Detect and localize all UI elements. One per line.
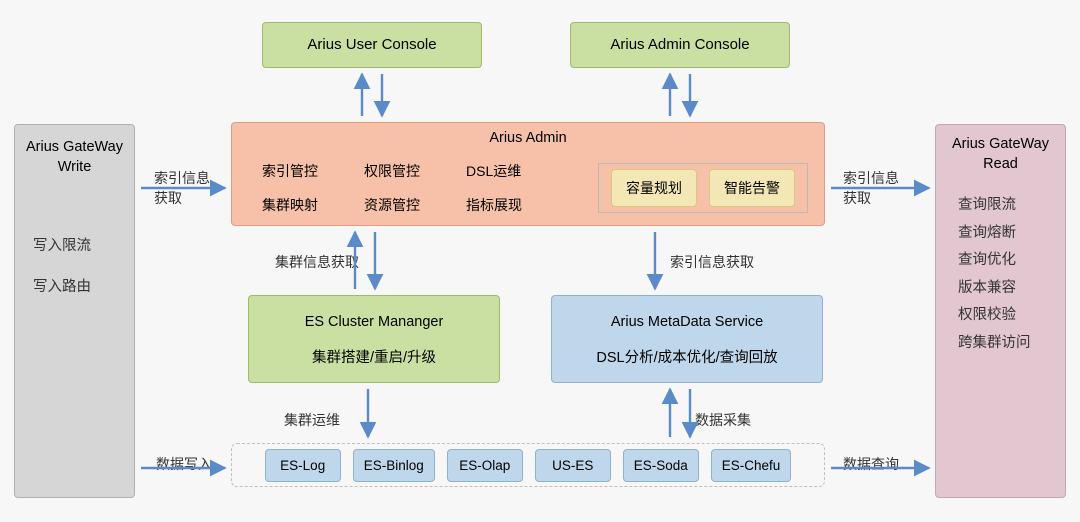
gateway-write-title: Arius GateWayWrite bbox=[15, 137, 134, 178]
es-cluster-box: ES-Log ES-Binlog ES-Olap US-ES ES-Soda E… bbox=[231, 443, 825, 487]
es-node: ES-Soda bbox=[623, 449, 699, 482]
es-node: ES-Chefu bbox=[711, 449, 792, 482]
cluster-manager-subtitle: 集群搭建/重启/升级 bbox=[249, 346, 499, 367]
label-data-write: 数据写入 bbox=[156, 454, 212, 474]
user-console-box: Arius User Console bbox=[262, 22, 482, 68]
es-node: ES-Log bbox=[265, 449, 341, 482]
gateway-read-panel: Arius GateWayRead 查询限流 查询熔断 查询优化 版本兼容 权限… bbox=[935, 124, 1066, 498]
admin-feature: 权限管控 bbox=[364, 161, 456, 181]
label-index-info: 索引信息获取 bbox=[670, 252, 754, 272]
label-left-index: 索引信息获取 bbox=[154, 168, 210, 208]
cluster-manager-title: ES Cluster Mananger bbox=[249, 314, 499, 330]
admin-feature: 资源管控 bbox=[364, 195, 456, 215]
gateway-read-item: 版本兼容 bbox=[958, 275, 1065, 303]
admin-pill-container: 容量规划 智能告警 bbox=[598, 163, 808, 213]
label-cluster-ops: 集群运维 bbox=[284, 410, 340, 430]
gateway-read-item: 查询限流 bbox=[958, 192, 1065, 220]
metadata-title: Arius MetaData Service bbox=[552, 314, 822, 330]
gateway-read-item: 跨集群访问 bbox=[958, 330, 1065, 358]
admin-pill: 智能告警 bbox=[709, 169, 795, 207]
admin-feature: 集群映射 bbox=[262, 195, 354, 215]
es-node: ES-Olap bbox=[447, 449, 523, 482]
label-right-index: 索引信息获取 bbox=[843, 168, 899, 208]
gateway-write-panel: Arius GateWayWrite 写入限流 写入路由 bbox=[14, 124, 135, 498]
metadata-box: Arius MetaData Service DSL分析/成本优化/查询回放 bbox=[551, 295, 823, 383]
label-data-query: 数据查询 bbox=[843, 454, 899, 474]
admin-feature: 指标展现 bbox=[466, 195, 558, 215]
gateway-write-item: 写入路由 bbox=[33, 274, 134, 302]
metadata-subtitle: DSL分析/成本优化/查询回放 bbox=[552, 346, 822, 367]
gateway-write-item: 写入限流 bbox=[33, 233, 134, 261]
gateway-read-title: Arius GateWayRead bbox=[936, 135, 1065, 174]
admin-console-box: Arius Admin Console bbox=[570, 22, 790, 68]
admin-box: Arius Admin 索引管控 权限管控 DSL运维 集群映射 资源管控 指标… bbox=[231, 122, 825, 226]
admin-pill: 容量规划 bbox=[611, 169, 697, 207]
gateway-read-item: 查询优化 bbox=[958, 247, 1065, 275]
es-node: ES-Binlog bbox=[353, 449, 435, 482]
admin-feature: 索引管控 bbox=[262, 161, 354, 181]
gateway-read-item: 查询熔断 bbox=[958, 220, 1065, 248]
admin-feature: DSL运维 bbox=[466, 161, 558, 181]
label-cluster-info: 集群信息获取 bbox=[275, 252, 359, 272]
es-node: US-ES bbox=[535, 449, 611, 482]
cluster-manager-box: ES Cluster Mananger 集群搭建/重启/升级 bbox=[248, 295, 500, 383]
gateway-read-item: 权限校验 bbox=[958, 302, 1065, 330]
label-data-collect: 数据采集 bbox=[695, 410, 751, 430]
admin-title: Arius Admin bbox=[232, 130, 824, 146]
